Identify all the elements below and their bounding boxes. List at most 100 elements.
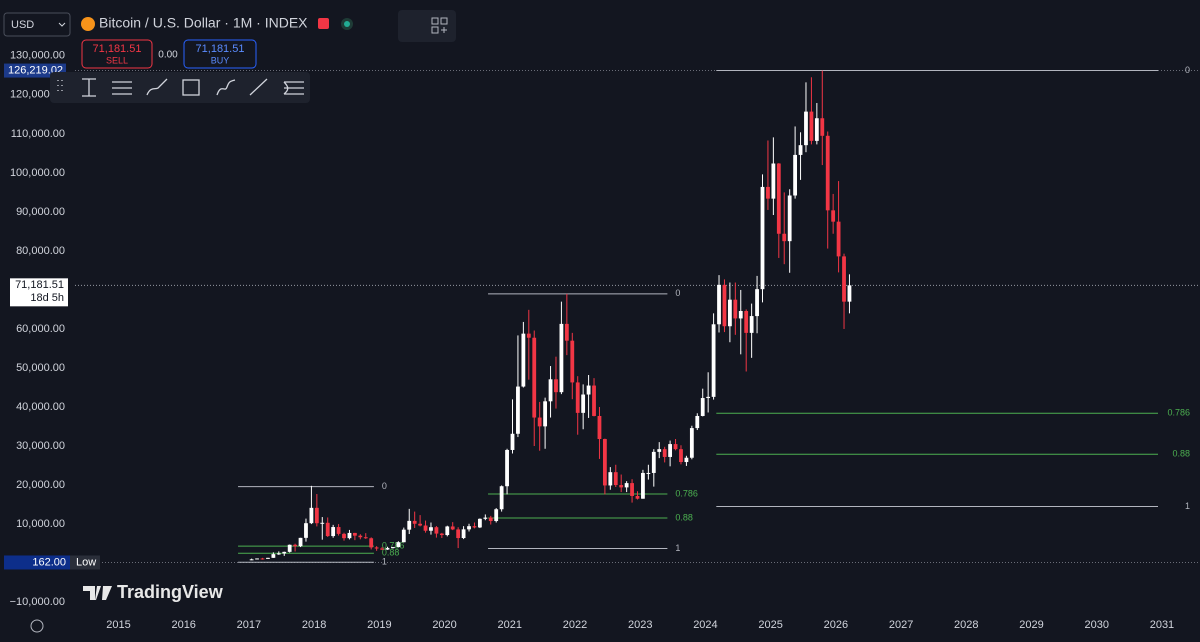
toolbar-icons	[57, 78, 304, 97]
candle-body	[304, 523, 308, 538]
icon	[440, 17, 448, 25]
x-tick-label: 2027	[889, 619, 913, 631]
candle-body	[352, 532, 357, 536]
candle-body	[814, 118, 819, 141]
high-tag-label: 126,219.02	[8, 64, 63, 76]
candle-body	[434, 527, 439, 534]
candle-body	[602, 439, 607, 486]
candle-body	[722, 284, 727, 327]
candle-body	[483, 517, 488, 519]
fib-level-label: 0.88	[675, 512, 693, 522]
tool-icon[interactable]	[112, 81, 132, 95]
drag-handle	[57, 80, 63, 91]
candle-body	[668, 444, 673, 457]
candle-body	[396, 542, 401, 548]
x-tick-label: 2022	[563, 619, 587, 631]
fib-level-label: 0.786	[382, 540, 405, 550]
candle-body	[342, 533, 346, 539]
x-tick-label: 2021	[498, 619, 522, 631]
y-tick-label: 30,000.00	[16, 440, 65, 452]
fib-level-label: 0.88	[1172, 449, 1190, 459]
status-dot	[344, 21, 350, 27]
drawing-toolbar	[50, 72, 310, 103]
x-tick-label: 2015	[106, 619, 130, 631]
y-tick-label: 100,000.00	[10, 167, 65, 179]
candle-body	[325, 522, 330, 537]
candle-body	[499, 486, 504, 510]
candle-body	[488, 517, 493, 522]
bitcoin-icon	[81, 17, 95, 31]
candle-body	[776, 163, 781, 234]
candle-body	[641, 472, 645, 499]
candle-body	[711, 324, 716, 397]
tool-icon[interactable]	[146, 78, 168, 96]
candle-body	[717, 284, 721, 325]
candle-body	[336, 527, 341, 534]
candle-body	[287, 544, 292, 552]
fib-level-label: 0.786	[1167, 408, 1190, 418]
candle-body	[320, 522, 325, 524]
candle-body	[630, 483, 634, 496]
candle-body	[689, 428, 694, 458]
x-tick-label: 2030	[1084, 619, 1108, 631]
x-tick-label: 2018	[302, 619, 326, 631]
layout-button[interactable]	[398, 10, 456, 42]
dropdown-arrow	[58, 22, 66, 27]
candle-body	[700, 398, 705, 416]
tool-icon[interactable]	[216, 79, 236, 96]
tool-icon[interactable]	[182, 79, 200, 96]
candle-body	[298, 537, 303, 547]
candle-body	[820, 118, 825, 136]
y-tick-label: 80,000.00	[16, 245, 65, 257]
candle-body	[363, 537, 368, 539]
sell-button[interactable]	[81, 39, 153, 69]
candle-body	[673, 444, 678, 450]
candle-body	[798, 145, 803, 155]
high-tag	[4, 63, 66, 78]
low-tag-name-box	[70, 555, 100, 570]
candle-body	[554, 379, 558, 393]
x-tick-label: 2016	[171, 619, 195, 631]
y-tick-label: 50,000.00	[16, 362, 65, 374]
tool-icon[interactable]	[283, 81, 304, 95]
y-tick-label: 10,000.00	[16, 518, 65, 530]
currency-select[interactable]	[3, 12, 71, 37]
icon	[431, 17, 439, 25]
candle-body	[537, 417, 542, 427]
y-tick-label: 130,000.00	[10, 50, 65, 62]
tool-icon[interactable]	[249, 78, 268, 96]
candle-body	[793, 154, 798, 196]
x-tick-label: 2020	[432, 619, 456, 631]
candle-body	[787, 195, 792, 242]
candle-body	[271, 554, 276, 558]
candle-body	[738, 311, 743, 319]
candle-body	[249, 559, 254, 561]
flag-icon[interactable]	[318, 18, 329, 29]
plot-area: 130,000.00120,000.00110,000.00100,000.00…	[4, 50, 1200, 631]
fib-level-label: 0	[675, 288, 680, 298]
candle-body	[266, 557, 270, 559]
candle-body	[706, 396, 711, 399]
candle-body	[804, 111, 808, 146]
candle-body	[391, 547, 395, 549]
tool-icon[interactable]	[82, 78, 96, 97]
candle-body	[684, 457, 689, 463]
fib-level-label: 0	[1185, 65, 1190, 75]
low-tag-name: Low	[76, 556, 96, 568]
x-tick-label: 2028	[954, 619, 978, 631]
candle-body	[477, 518, 482, 528]
candle-body	[564, 323, 569, 341]
fib-level-label: 0.88	[382, 548, 400, 558]
candle-body	[260, 558, 265, 560]
candle-body	[456, 529, 461, 539]
last-price-tag	[10, 278, 68, 307]
countdown-label: 18d 5h	[30, 292, 64, 304]
x-tick-label: 2019	[367, 619, 391, 631]
sell-label: SELL	[106, 55, 128, 65]
settings-button[interactable]	[30, 619, 44, 633]
icon	[431, 26, 439, 34]
fib-level-label: 0.786	[675, 488, 698, 498]
buy-button[interactable]	[183, 39, 257, 69]
candle-body	[467, 526, 471, 530]
icon	[441, 27, 447, 33]
